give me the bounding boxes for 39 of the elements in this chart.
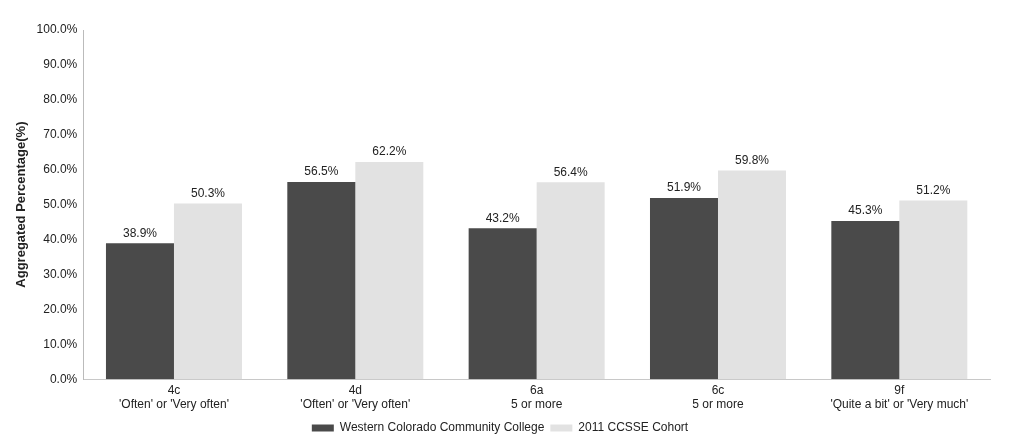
y-tick-label: 90.0%	[43, 57, 78, 72]
bar	[173, 203, 242, 380]
legend-label: 2011 CCSSE Cohort	[578, 420, 689, 435]
x-tick-label: 9f 'Quite a bit' or 'Very much'	[830, 382, 969, 412]
y-axis-title: Aggregated Percentage(%)	[13, 121, 29, 288]
y-tick-label: 40.0%	[43, 231, 78, 246]
x-tick-label: 4d 'Often' or 'Very often'	[300, 382, 411, 412]
y-tick-label: 80.0%	[43, 92, 78, 107]
y-tick-label: 70.0%	[43, 127, 78, 142]
bar	[649, 197, 718, 380]
y-tick-label: 100.0%	[36, 22, 78, 37]
data-label: 51.2%	[916, 182, 951, 197]
y-tick-label: 60.0%	[43, 161, 78, 176]
bar	[468, 228, 537, 380]
data-label: 59.8%	[734, 152, 770, 167]
data-label: 51.9%	[666, 180, 702, 195]
data-label: 43.2%	[485, 210, 520, 225]
bar	[355, 162, 424, 380]
bar	[899, 200, 968, 380]
bar	[717, 170, 786, 380]
bar	[105, 243, 174, 380]
x-tick-label: 6a 5 or more	[510, 382, 563, 412]
y-tick-label: 10.0%	[43, 336, 78, 351]
y-tick-label: 30.0%	[43, 266, 78, 281]
y-tick-label: 50.0%	[43, 196, 78, 211]
legend-label: Western Colorado Community College	[339, 420, 545, 435]
bar	[831, 221, 900, 380]
x-tick-label: 4c 'Often' or 'Very often'	[119, 382, 229, 412]
data-label: 56.5%	[304, 164, 339, 179]
data-label: 45.3%	[848, 203, 883, 218]
y-tick-label: 0.0%	[49, 371, 78, 386]
data-label: 56.4%	[553, 164, 588, 179]
data-label: 38.9%	[122, 225, 158, 240]
bar	[287, 181, 356, 380]
data-label: 50.3%	[190, 185, 226, 200]
y-tick-label: 20.0%	[43, 301, 78, 316]
bar	[536, 182, 605, 380]
x-tick-label: 6c 5 or more	[692, 382, 744, 412]
data-label: 62.2%	[372, 144, 407, 159]
